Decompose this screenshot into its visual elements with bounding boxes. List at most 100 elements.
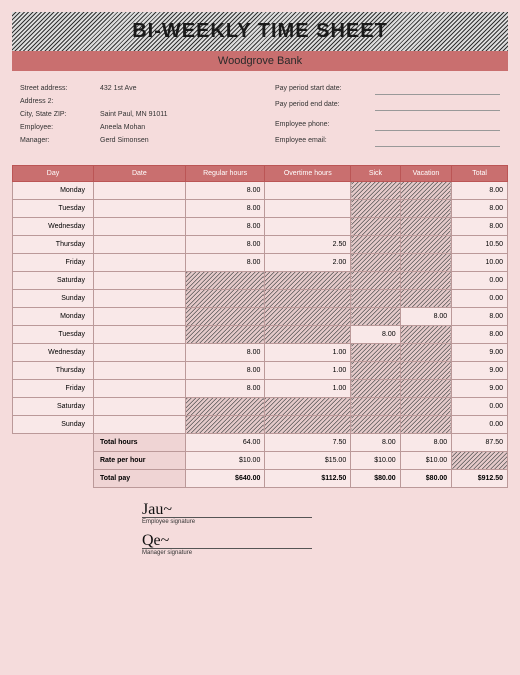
- table-cell: [400, 344, 452, 362]
- table-cell: 0.00: [452, 290, 508, 308]
- table-cell: [351, 416, 400, 434]
- table-cell: 2.50: [265, 236, 351, 254]
- summary-value: $80.00: [351, 470, 400, 488]
- table-row: Thursday8.002.5010.50: [13, 236, 508, 254]
- table-cell: [185, 290, 265, 308]
- manager-signature: Qe~: [142, 535, 508, 548]
- table-cell: [351, 398, 400, 416]
- table-row: Sunday 0.00: [13, 290, 508, 308]
- table-cell: 0.00: [452, 398, 508, 416]
- table-cell: [351, 380, 400, 398]
- table-cell: [400, 290, 452, 308]
- table-cell: 1.00: [265, 344, 351, 362]
- table-row: Sunday0.00: [13, 416, 508, 434]
- table-row: Friday8.002.0010.00: [13, 254, 508, 272]
- table-cell: 9.00: [452, 344, 508, 362]
- table-cell: [351, 362, 400, 380]
- manager-sig-label: Manager signature: [142, 549, 508, 556]
- employee-value: Aneela Mohan: [100, 124, 245, 131]
- table-cell: 8.00: [452, 326, 508, 344]
- employee-signature: Jau~: [142, 504, 508, 517]
- table-row: Monday8.008.00: [13, 308, 508, 326]
- table-cell: [93, 182, 185, 200]
- table-cell: [93, 272, 185, 290]
- table-cell: 1.00: [265, 362, 351, 380]
- table-cell: [400, 218, 452, 236]
- column-header: Vacation: [400, 166, 452, 182]
- table-row: Saturday 0.00: [13, 398, 508, 416]
- table-cell: [93, 380, 185, 398]
- table-cell: [351, 218, 400, 236]
- summary-value: 7.50: [265, 434, 351, 452]
- table-row: Monday8.008.00: [13, 182, 508, 200]
- table-cell: Saturday: [13, 398, 94, 416]
- table-cell: 8.00: [452, 200, 508, 218]
- column-header: Overtime hours: [265, 166, 351, 182]
- city-value: Saint Paul, MN 91011: [100, 111, 245, 118]
- table-cell: [400, 200, 452, 218]
- table-cell: [400, 236, 452, 254]
- table-cell: [400, 398, 452, 416]
- table-cell: Thursday: [13, 236, 94, 254]
- addr2-label: Address 2:: [20, 98, 100, 105]
- table-cell: [400, 326, 452, 344]
- end-value: [375, 101, 500, 111]
- table-cell: [351, 254, 400, 272]
- table-cell: Monday: [13, 308, 94, 326]
- summary-row: Rate per hour$10.00$15.00$10.00$10.00: [13, 452, 508, 470]
- table-cell: [185, 272, 265, 290]
- end-label: Pay period end date:: [275, 101, 375, 111]
- title-band: BI-WEEKLY TIME SHEET: [12, 12, 508, 51]
- table-cell: [93, 362, 185, 380]
- table-cell: 2.00: [265, 254, 351, 272]
- table-cell: Friday: [13, 380, 94, 398]
- summary-value: $80.00: [400, 470, 452, 488]
- table-cell: [185, 308, 265, 326]
- table-cell: [93, 218, 185, 236]
- phone-label: Employee phone:: [275, 121, 375, 131]
- table-cell: [265, 326, 351, 344]
- table-cell: 8.00: [452, 218, 508, 236]
- table-cell: Saturday: [13, 272, 94, 290]
- table-row: Wednesday8.008.00: [13, 218, 508, 236]
- table-cell: [400, 254, 452, 272]
- table-cell: [400, 380, 452, 398]
- column-header: Date: [93, 166, 185, 182]
- table-cell: 8.00: [185, 254, 265, 272]
- column-header: Regular hours: [185, 166, 265, 182]
- table-cell: 9.00: [452, 380, 508, 398]
- employee-label: Employee:: [20, 124, 100, 131]
- table-cell: 8.00: [185, 344, 265, 362]
- summary-value: 8.00: [351, 434, 400, 452]
- table-cell: [265, 290, 351, 308]
- summary-value: 8.00: [400, 434, 452, 452]
- manager-value: Gerd Simonsen: [100, 137, 245, 144]
- summary-row: Total pay$640.00$112.50$80.00$80.00$912.…: [13, 470, 508, 488]
- table-cell: [400, 182, 452, 200]
- table-cell: Friday: [13, 254, 94, 272]
- table-cell: 1.00: [265, 380, 351, 398]
- street-value: 432 1st Ave: [100, 85, 245, 92]
- table-cell: [351, 344, 400, 362]
- table-cell: [93, 398, 185, 416]
- table-cell: [351, 290, 400, 308]
- page-title: BI-WEEKLY TIME SHEET: [12, 20, 508, 43]
- summary-value: $640.00: [185, 470, 265, 488]
- table-cell: 9.00: [452, 362, 508, 380]
- summary-label: Total pay: [93, 470, 185, 488]
- summary-row: Total hours64.007.508.008.0087.50: [13, 434, 508, 452]
- table-cell: 8.00: [185, 182, 265, 200]
- table-cell: Sunday: [13, 290, 94, 308]
- table-cell: [185, 326, 265, 344]
- table-cell: 8.00: [185, 362, 265, 380]
- table-cell: [93, 200, 185, 218]
- table-cell: Monday: [13, 182, 94, 200]
- table-cell: 8.00: [185, 200, 265, 218]
- table-cell: [185, 416, 265, 434]
- table-cell: [265, 416, 351, 434]
- table-cell: [351, 308, 400, 326]
- start-value: [375, 85, 500, 95]
- table-row: Tuesday8.008.00: [13, 200, 508, 218]
- summary-value: 87.50: [452, 434, 508, 452]
- table-cell: [93, 344, 185, 362]
